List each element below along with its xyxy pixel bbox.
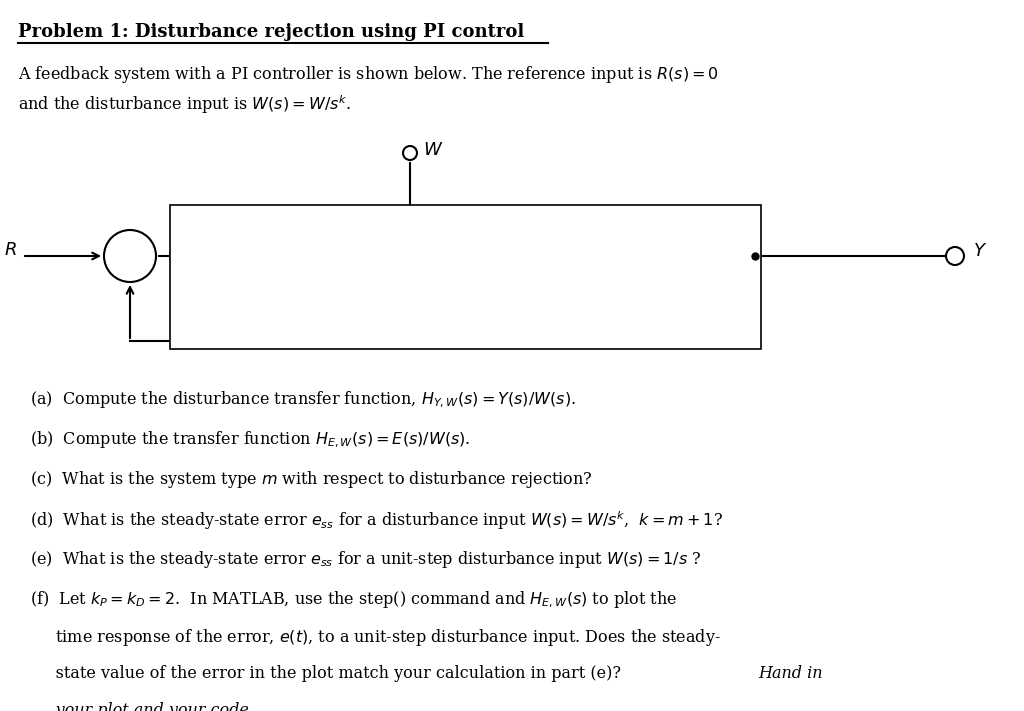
Text: and the disturbance input is $W(s) = W/s^k$.: and the disturbance input is $W(s) = W/s… (18, 93, 351, 116)
Text: $W$: $W$ (423, 141, 443, 159)
Text: $Y$: $Y$ (973, 242, 987, 260)
Text: $10$: $10$ (571, 229, 594, 246)
Bar (170, 205, 761, 349)
Text: Problem 1: Disturbance rejection using PI control: Problem 1: Disturbance rejection using P… (18, 23, 524, 41)
Text: (b)  Compute the transfer function $H_{E,W}(s) = E(s)/W(s)$.: (b) Compute the transfer function $H_{E,… (30, 429, 470, 450)
Circle shape (384, 230, 436, 282)
Text: time response of the error, $e(t)$, to a unit-step disturbance input. Does the s: time response of the error, $e(t)$, to a… (30, 627, 721, 648)
Bar (182, 217, 337, 295)
Text: $U$: $U$ (344, 226, 357, 243)
Text: +: + (106, 236, 120, 250)
Text: (e)  What is the steady-state error $e_{ss}$ for a unit-step disturbance input $: (e) What is the steady-state error $e_{s… (30, 549, 701, 570)
Bar (465, 217, 700, 295)
Text: (d)  What is the steady-state error $e_{ss}$ for a disturbance input $W(s) = W/s: (d) What is the steady-state error $e_{s… (30, 509, 723, 532)
Text: $k_ps + k_I$: $k_ps + k_I$ (230, 225, 289, 246)
Text: +: + (387, 236, 399, 250)
Circle shape (403, 146, 417, 160)
Text: state value of the error in the plot match your calculation in part (e)?: state value of the error in the plot mat… (30, 665, 631, 682)
Text: your plot and your code.: your plot and your code. (30, 702, 254, 711)
Circle shape (104, 230, 156, 282)
Text: −: − (117, 259, 131, 277)
Text: $s^2 + s + 20$: $s^2 + s + 20$ (540, 259, 626, 278)
Text: $s$: $s$ (255, 259, 264, 276)
Text: (f)  Let $k_P = k_D = 2$.  In MATLAB, use the step() command and $H_{E,W}(s)$ to: (f) Let $k_P = k_D = 2$. In MATLAB, use … (30, 589, 677, 610)
Text: +: + (397, 263, 411, 277)
Text: Hand in: Hand in (758, 665, 822, 682)
Circle shape (946, 247, 964, 265)
Text: (c)  What is the system type $m$ with respect to disturbance rejection?: (c) What is the system type $m$ with res… (30, 469, 593, 490)
Text: A feedback system with a PI controller is shown below. The reference input is $R: A feedback system with a PI controller i… (18, 64, 719, 85)
Text: (a)  Compute the disturbance transfer function, $H_{Y,W}(s) = Y(s)/W(s)$.: (a) Compute the disturbance transfer fun… (30, 389, 575, 410)
Text: $R$: $R$ (4, 241, 17, 259)
